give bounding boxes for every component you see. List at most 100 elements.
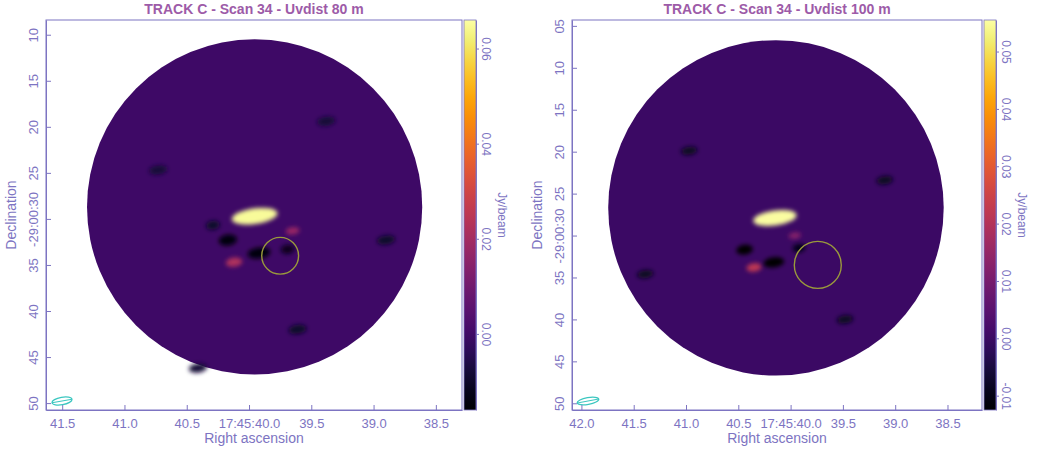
y-axis-tick: 15 [552, 103, 577, 117]
component [247, 246, 271, 260]
x-axis-tick: 40.5 [726, 405, 751, 431]
y-axis-tick: 45 [26, 350, 51, 364]
component [218, 233, 238, 247]
y-axis-tick-label: 25 [552, 187, 567, 201]
components [636, 146, 893, 325]
x-axis-tick-mark [738, 405, 739, 410]
y-axis-tick-label: 40 [552, 313, 567, 327]
y-axis-tick-label: 10 [552, 61, 567, 75]
x-axis-tick-label: 41.0 [674, 416, 699, 431]
y-axis-tick: 45 [552, 355, 577, 369]
x-axis-tick-label: 39.5 [299, 416, 324, 431]
x-axis-tick-label: 42.0 [569, 416, 594, 431]
plot-area [572, 20, 982, 410]
x-axis-tick-mark [634, 405, 635, 410]
components [148, 115, 395, 373]
chart-root: 41.5 41.0 40.5 17:45:40.0 39.5 39.0 38.5 10 15 20… [0, 0, 1039, 452]
x-axis-tick: 41.0 [674, 405, 699, 431]
y-axis-tick: 25 [552, 187, 577, 201]
x-axis-line [47, 410, 463, 411]
y-axis-tick-label: 45 [552, 355, 567, 369]
colorbar-axis-tick-label: 0.03 [999, 155, 1013, 179]
beam [577, 396, 600, 406]
y-axis-tick: -29:00:30 [26, 192, 51, 247]
y-axis-tick: 40 [552, 313, 577, 327]
figure: 41.5 41.0 40.5 17:45:40.0 39.5 39.0 38.5 10 15 20… [0, 0, 1039, 452]
y-axis-tick-label: 20 [26, 120, 41, 134]
x-axis-tick-mark [374, 405, 375, 410]
component [788, 231, 801, 239]
y-axis-tick-label: -29:00:30 [26, 192, 41, 247]
x-axis-tick-label: 17:45:40.0 [219, 416, 280, 431]
plot-frame [572, 20, 982, 410]
component [636, 269, 654, 280]
field-of-view [608, 40, 943, 375]
component [288, 324, 308, 336]
y-axis: 0510152025-29:00:3035404550 [552, 19, 577, 411]
x-axis-tick-label: 38.5 [424, 416, 449, 431]
colorbar-axis-tick: 0.02 [476, 228, 493, 252]
y-axis-tick-mark [46, 311, 51, 312]
colorbar-axis-line [476, 21, 477, 411]
colorbar-axis-tick-mark [476, 49, 479, 50]
colorbar-axis-tick-label: 0.02 [479, 228, 493, 252]
y-axis-tick-mark [46, 127, 51, 128]
y-axis-tick: 35 [552, 271, 577, 285]
y-axis-tick-mark [572, 110, 577, 111]
y-axis-tick-mark [572, 319, 577, 320]
y-axis-tick-mark [572, 26, 577, 27]
y-axis-tick: 05 [552, 19, 577, 33]
x-axis-tick-label: 40.5 [726, 416, 751, 431]
x-axis-tick-mark [311, 405, 312, 410]
y-axis-tick-mark [572, 403, 577, 404]
component [736, 244, 754, 256]
x-axis-tick: 39.5 [299, 405, 324, 431]
y-axis-tick-label: 50 [552, 397, 567, 411]
panel-title: TRACK C - Scan 34 - Uvdist 100 m [663, 1, 890, 17]
colorbar-axis: 0.000.020.040.06 [476, 21, 493, 411]
field-of-view [87, 39, 422, 374]
component [285, 226, 300, 235]
y-axis: 10152025-29:00:3035404550 [26, 21, 51, 411]
colorbar-axis-tick-label: 0.04 [999, 98, 1013, 122]
x-axis-tick: 41.5 [622, 405, 647, 431]
y-axis-tick: 10 [552, 61, 577, 75]
colorbar-axis-tick-mark [996, 109, 999, 110]
y-axis-tick-mark [572, 361, 577, 362]
x-axis-line [573, 410, 983, 411]
beam-axis [52, 399, 72, 403]
region-circle [794, 241, 841, 288]
x-axis-tick-label: 39.0 [883, 416, 908, 431]
y-axis-tick-mark [46, 219, 51, 220]
y-axis-tick: 35 [26, 258, 51, 272]
colorbar-axis-tick-label: 0.04 [479, 132, 493, 156]
x-axis-tick-label: 38.5 [935, 416, 960, 431]
y-axis-tick-label: -29:00:30 [552, 209, 567, 264]
x-axis-title: Right ascension [727, 430, 827, 446]
y-axis-tick: 50 [552, 397, 577, 411]
colorbar-axis-line [996, 21, 997, 411]
colorbar-axis-tick-mark [996, 281, 999, 282]
x-axis-tick-mark [581, 405, 582, 410]
x-axis-tick-mark [249, 405, 250, 410]
colorbar-axis-tick-label: 0.00 [999, 327, 1013, 351]
y-axis-tick: 25 [26, 166, 51, 180]
y-axis-line [46, 21, 47, 411]
component [188, 362, 208, 374]
y-axis-tick-mark [46, 265, 51, 266]
y-axis-tick-mark [572, 152, 577, 153]
beam-ellipse [577, 396, 600, 406]
y-axis-tick-label: 40 [26, 304, 41, 318]
y-axis-tick-mark [46, 35, 51, 36]
component [148, 164, 168, 176]
component [316, 115, 336, 127]
beam-axis [577, 399, 598, 403]
plot-area [46, 20, 462, 410]
y-axis-tick-label: 35 [552, 271, 567, 285]
x-axis-tick-mark [947, 405, 948, 410]
y-axis-tick-mark [46, 173, 51, 174]
x-axis-tick-label: 39.5 [831, 416, 856, 431]
colorbar-axis-tick-label: 0.05 [999, 40, 1013, 64]
y-axis-tick-mark [572, 236, 577, 237]
y-axis-tick: 40 [26, 304, 51, 318]
